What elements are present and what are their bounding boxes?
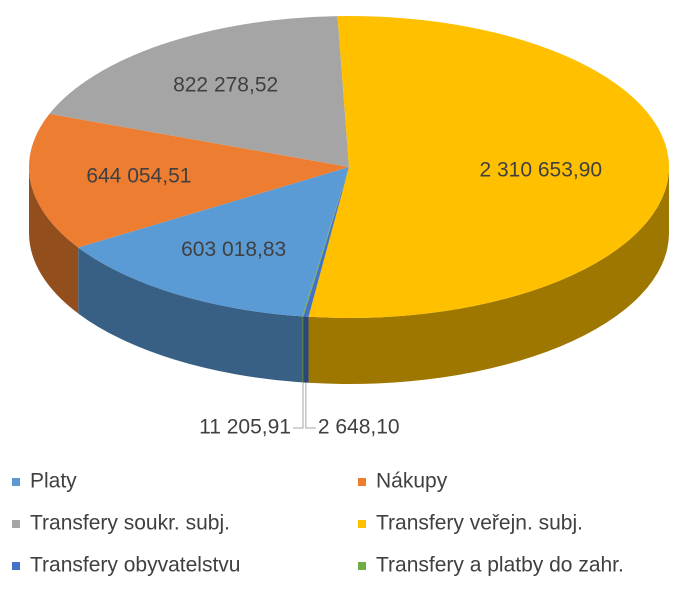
legend-swatch <box>12 478 20 486</box>
legend-label: Transfery veřejn. subj. <box>376 512 583 535</box>
data-label: 2 310 653,90 <box>479 159 602 182</box>
data-label: 822 278,52 <box>173 74 278 97</box>
pie-side <box>78 247 303 383</box>
pie-slice <box>303 167 349 317</box>
pie-slice <box>78 167 349 317</box>
pie-slice <box>29 113 349 248</box>
pie-slice <box>302 167 349 317</box>
pie-slice <box>49 16 349 167</box>
data-label: 2 648,10 <box>318 416 400 439</box>
legend-label: Nákupy <box>376 470 448 493</box>
legend-swatch <box>12 562 20 570</box>
leader-line <box>305 382 316 429</box>
legend-swatch <box>358 562 366 570</box>
pie-side <box>303 316 309 383</box>
legend-label: Transfery a platby do zahr. <box>376 554 624 577</box>
leader-line <box>292 382 304 429</box>
pie-side <box>308 167 669 384</box>
legend-label: Transfery obyvatelstvu <box>30 554 240 577</box>
pie-side <box>29 167 79 314</box>
pie-side <box>302 316 304 383</box>
legend-swatch <box>12 520 20 528</box>
data-label: 603 018,83 <box>181 238 286 261</box>
legend-swatch <box>358 478 366 486</box>
data-label: 644 054,51 <box>86 165 191 188</box>
legend-label: Transfery soukr. subj. <box>30 512 230 535</box>
legend-label: Platy <box>30 470 77 493</box>
legend-swatch <box>358 520 366 528</box>
data-label: 11 205,91 <box>199 416 291 439</box>
pie-slice <box>308 15 670 318</box>
